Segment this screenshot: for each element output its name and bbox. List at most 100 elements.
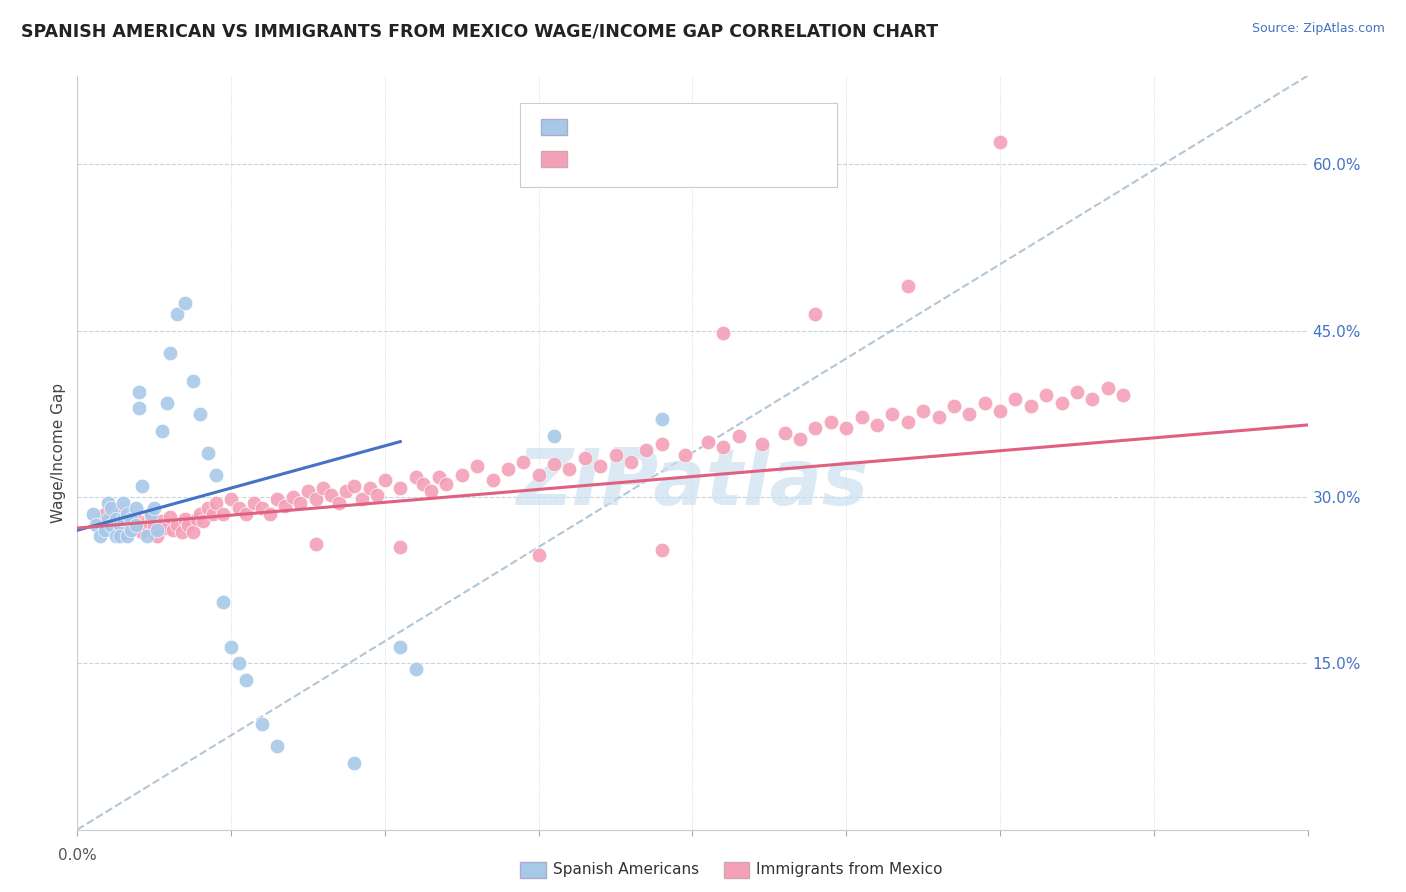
Point: [228, 657, 250, 671]
Point: [250, 501, 273, 516]
Text: Spanish Americans: Spanish Americans: [553, 863, 699, 877]
Point: [751, 437, 773, 451]
Point: [605, 448, 627, 462]
Point: [374, 474, 396, 488]
Point: [159, 510, 181, 524]
Text: 108: 108: [714, 150, 749, 168]
Point: [620, 454, 643, 468]
Point: [897, 279, 920, 293]
Point: [1066, 384, 1088, 399]
Point: [335, 484, 357, 499]
Point: [141, 510, 163, 524]
Text: N =: N =: [675, 118, 711, 136]
Point: [259, 507, 281, 521]
Point: [166, 307, 188, 321]
Point: [204, 495, 226, 509]
Point: [851, 410, 873, 425]
Point: [988, 136, 1011, 150]
Text: 0.131: 0.131: [616, 118, 668, 136]
Point: [177, 517, 200, 532]
Point: [131, 479, 153, 493]
Point: [427, 470, 450, 484]
Point: [481, 474, 503, 488]
Point: [727, 429, 749, 443]
Point: [141, 507, 163, 521]
Point: [110, 517, 132, 532]
Point: [711, 440, 734, 454]
Point: [973, 396, 995, 410]
Point: [928, 410, 950, 425]
Point: [131, 525, 153, 540]
Point: [100, 512, 122, 526]
Point: [219, 640, 242, 654]
Point: [465, 458, 488, 473]
Point: [942, 399, 965, 413]
Point: [143, 501, 166, 516]
Point: [159, 346, 181, 360]
Point: [1035, 388, 1057, 402]
Point: [897, 415, 920, 429]
Point: [290, 495, 312, 509]
Point: [804, 307, 827, 321]
Point: [450, 467, 472, 482]
Point: [912, 403, 935, 417]
Point: [389, 481, 412, 495]
Point: [882, 407, 904, 421]
Point: [957, 407, 980, 421]
Point: [389, 540, 412, 554]
Point: [112, 515, 135, 529]
Text: 0.0%: 0.0%: [58, 847, 97, 863]
Point: [235, 507, 257, 521]
Point: [97, 517, 120, 532]
Point: [636, 443, 658, 458]
Point: [343, 479, 366, 493]
Point: [412, 476, 434, 491]
Point: [804, 421, 827, 435]
Point: [146, 523, 169, 537]
Point: [574, 451, 596, 466]
Point: [201, 507, 224, 521]
Text: Source: ZipAtlas.com: Source: ZipAtlas.com: [1251, 22, 1385, 36]
Point: [97, 495, 120, 509]
Point: [143, 517, 166, 532]
Point: [115, 529, 138, 543]
Point: [281, 490, 304, 504]
Point: [120, 523, 142, 537]
Point: [543, 429, 565, 443]
Point: [128, 401, 150, 416]
Point: [1050, 396, 1073, 410]
Point: [312, 481, 335, 495]
Point: [82, 507, 104, 521]
Point: [120, 517, 142, 532]
Point: [174, 296, 197, 310]
Text: N =: N =: [675, 150, 711, 168]
Point: [274, 499, 297, 513]
Point: [100, 517, 122, 532]
Point: [170, 525, 193, 540]
Point: [589, 458, 612, 473]
Point: [343, 756, 366, 770]
Point: [104, 523, 127, 537]
Point: [135, 529, 157, 543]
Point: [789, 433, 811, 447]
Point: [297, 484, 319, 499]
Point: [112, 512, 135, 526]
Point: [135, 515, 157, 529]
Point: [100, 501, 122, 516]
Point: [405, 662, 427, 676]
Point: [150, 424, 173, 438]
Point: [305, 536, 328, 550]
Point: [820, 415, 842, 429]
Text: 0.310: 0.310: [616, 150, 668, 168]
Point: [389, 640, 412, 654]
Point: [228, 501, 250, 516]
Point: [543, 457, 565, 471]
Point: [89, 529, 111, 543]
Point: [496, 462, 519, 476]
Point: [651, 437, 673, 451]
Point: [162, 523, 184, 537]
Point: [366, 488, 388, 502]
Point: [711, 326, 734, 340]
Point: [120, 512, 142, 526]
Point: [94, 523, 117, 537]
